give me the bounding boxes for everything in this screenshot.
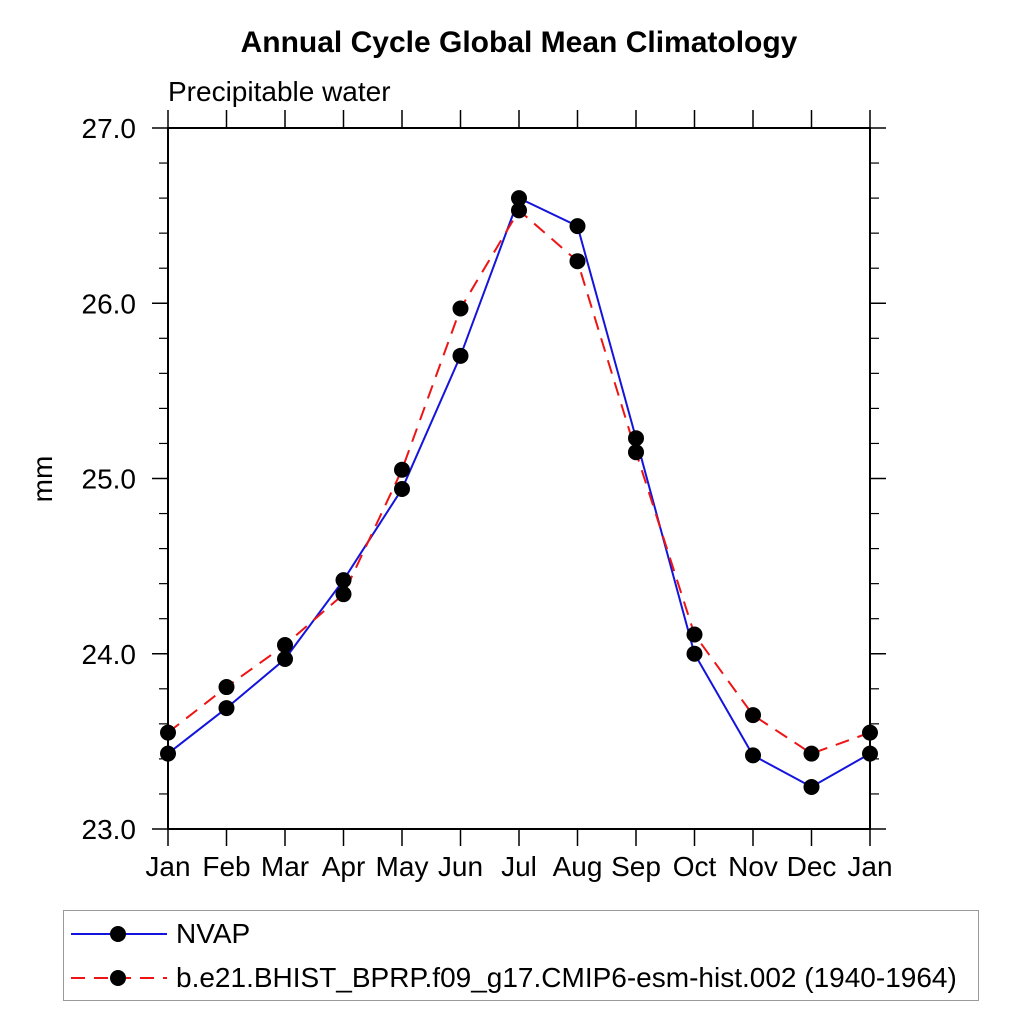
nvap-sample-marker bbox=[110, 925, 126, 942]
data-point-nvap bbox=[277, 651, 293, 668]
data-point-nvap bbox=[511, 190, 527, 207]
data-point-nvap bbox=[803, 778, 820, 795]
data-point-model bbox=[160, 724, 176, 741]
data-point-nvap bbox=[452, 347, 469, 364]
data-point-nvap bbox=[335, 572, 352, 589]
legend-box: NVAP b.e21.BHIST_BPRP.f09_g17.CMIP6-esm-… bbox=[63, 910, 979, 1001]
x-tick-label: Feb bbox=[202, 851, 250, 882]
data-point-nvap bbox=[394, 481, 410, 498]
x-tick-label: Jun bbox=[438, 851, 483, 882]
data-point-nvap bbox=[218, 700, 235, 717]
y-axis-label: mm bbox=[27, 456, 58, 503]
x-tick-label: Nov bbox=[728, 851, 778, 882]
series-line-model bbox=[167, 208, 871, 755]
data-point-nvap bbox=[569, 218, 586, 235]
y-tick-label: 26.0 bbox=[82, 288, 137, 319]
legend-item-nvap: NVAP bbox=[64, 912, 978, 956]
x-tick-label: Jul bbox=[501, 851, 537, 882]
data-point-model bbox=[452, 300, 469, 317]
x-tick-label: Dec bbox=[787, 851, 837, 882]
x-tick-label: Aug bbox=[553, 851, 603, 882]
model-line-sample-icon bbox=[71, 969, 167, 986]
y-tick-label: 27.0 bbox=[82, 113, 137, 144]
nvap-line-sample-icon bbox=[71, 925, 167, 942]
data-point-model bbox=[862, 724, 878, 741]
chart-subtitle: Precipitable water bbox=[168, 76, 391, 107]
data-point-nvap bbox=[745, 747, 761, 764]
data-point-nvap bbox=[686, 645, 703, 662]
chart-title: Annual Cycle Global Mean Climatology bbox=[240, 26, 798, 59]
legend-label-nvap: NVAP bbox=[176, 917, 251, 949]
x-tick-label: Oct bbox=[673, 851, 717, 882]
legend-label-model: b.e21.BHIST_BPRP.f09_g17.CMIP6-esm-hist.… bbox=[176, 961, 957, 993]
data-point-model bbox=[803, 745, 820, 762]
x-tick-label: Sep bbox=[611, 851, 661, 882]
x-tick-label: Mar bbox=[261, 851, 309, 882]
data-point-nvap bbox=[160, 745, 176, 762]
data-point-model bbox=[218, 679, 235, 696]
x-tick-label: Apr bbox=[322, 851, 366, 882]
data-point-model bbox=[277, 636, 293, 653]
data-point-model bbox=[628, 444, 644, 461]
data-point-model bbox=[511, 202, 527, 219]
data-point-model bbox=[686, 626, 703, 643]
data-point-nvap bbox=[628, 430, 644, 447]
data-point-model bbox=[394, 461, 410, 478]
x-tick-label: Jan bbox=[847, 851, 892, 882]
x-tick-label: May bbox=[376, 851, 429, 882]
data-point-model bbox=[745, 707, 761, 724]
x-tick-label: Jan bbox=[145, 851, 190, 882]
data-point-nvap bbox=[862, 745, 878, 762]
y-tick-label: 23.0 bbox=[82, 814, 137, 845]
model-sample-marker bbox=[110, 969, 126, 986]
data-point-model bbox=[335, 586, 352, 603]
series-line-nvap bbox=[167, 196, 871, 789]
legend-item-model: b.e21.BHIST_BPRP.f09_g17.CMIP6-esm-hist.… bbox=[64, 956, 978, 1000]
y-tick-label: 25.0 bbox=[82, 464, 137, 495]
data-point-model bbox=[569, 253, 586, 270]
y-tick-label: 24.0 bbox=[82, 639, 137, 670]
